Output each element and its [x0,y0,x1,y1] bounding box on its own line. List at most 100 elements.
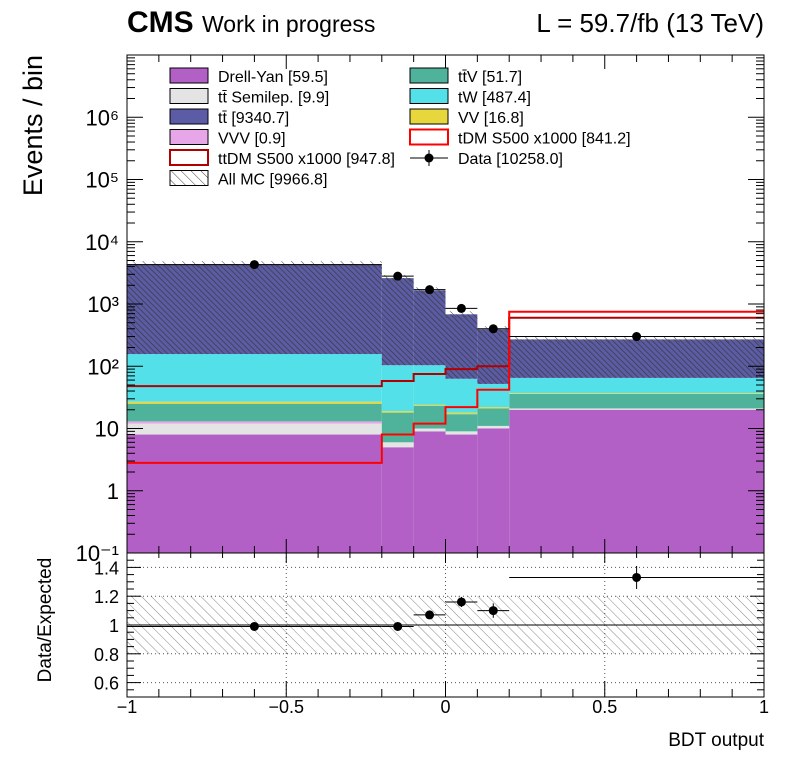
ttbar-hatch [127,264,764,384]
stack-layer-4 [127,393,764,415]
cms-label: CMS [127,6,194,39]
ttbar-hatch-bar [509,339,764,378]
luminosity-label: L = 59.7/fb (13 TeV) [536,8,764,38]
legend-entry: Drell-Yan [59.5] [169,67,328,86]
ratio-point [456,597,466,607]
stack-bar [381,447,414,553]
legend-swatch [409,128,449,146]
stack-bar [445,412,478,415]
stack-bar [413,405,446,429]
ttbar-hatch-bar [413,290,446,366]
y-tick-label: 10 [95,417,119,442]
ttbar-hatch-bar [445,314,478,379]
ttbar-hatch-bar [127,264,382,355]
stack-bar [381,412,414,443]
ratio-y-tick-label: 0.6 [94,674,119,694]
signal-line-1 [127,310,764,464]
ratio-y-tick-label: 1 [109,616,119,636]
x-tick-label: −1 [117,697,138,717]
legend-swatch [169,88,209,104]
stack-bar [413,365,446,405]
ratio-point [425,610,435,620]
ratio-ticks: 0.6 0.8 1 1.2 1.4 −1 −0.5 0 0.5 1 [94,552,769,717]
data-point [488,324,498,334]
ratio-y-tick-label: 0.8 [94,645,119,665]
stack-bar [127,423,382,435]
legend-label: All MC [9966.8] [218,172,327,189]
legend-entry: ttDM S500 x1000 [947.8] [169,149,395,168]
ratio-panel: 0.6 0.8 1 1.2 1.4 −1 −0.5 0 0.5 1 [94,552,769,717]
stack-bar [413,428,446,432]
stack-bar [127,403,382,422]
legend-entry: tt̄ [9340.7] [169,108,289,127]
legend-swatch [169,170,209,186]
legend-label: Drell-Yan [59.5] [218,69,328,86]
ratio-point [393,621,403,631]
legend-label: tt̄ [9340.7] [218,110,289,127]
legend-swatch [169,149,209,166]
legend-swatch [169,108,209,125]
legend-swatch [409,108,449,125]
y-tick-label: 10³ [87,292,119,317]
stack-bar [477,407,510,409]
mc-uncertainty-bar [445,311,478,318]
stack-bar [127,421,382,424]
stack-bar [445,431,478,435]
main-panel: 10⁻¹ 1 10 10² 10³ 10⁴ 10⁵ 10⁶ [76,54,765,566]
legend-entry: VV [16.8] [409,108,524,127]
y-axis-label: Events / bin [18,55,48,196]
y-tick-label: 10² [87,354,119,379]
work-in-progress-label: Work in progress [202,11,375,37]
legend-label: tDM S500 x1000 [841.2] [458,131,631,148]
y-ticks: 10⁻¹ 1 10 10² 10³ 10⁴ 10⁵ 10⁶ [76,54,765,566]
legend-entry: VVV [0.9] [169,129,286,148]
stack-bar [509,393,764,394]
stack-bar [381,411,414,413]
legend-swatch [169,67,209,84]
data-point [393,271,403,281]
ttbar-hatch-bar [381,278,414,366]
stack-bar [127,434,382,553]
data-point [632,332,642,342]
stack-bar [477,428,510,553]
legend-label: tt̄V [51.7] [458,69,522,86]
stack-bar [509,408,764,410]
ttbar-hatch-bar [477,329,510,384]
stack-bar [381,365,414,412]
data-point [425,285,435,295]
legend-swatch [169,129,209,145]
x-tick-label: 0 [440,697,450,717]
legend-label: tW [487.4] [458,90,531,107]
stack-bar [477,425,510,429]
y-tick-label: 1 [107,479,119,504]
stack-layer-2 [127,421,382,424]
stack-bar [127,354,382,402]
stack-bar [445,414,478,432]
x-tick-label: 1 [759,697,769,717]
ratio-point [632,572,642,582]
y-tick-label: 10⁵ [85,168,119,193]
stack-bar [477,383,510,408]
x-tick-label: 0.5 [592,697,617,717]
stack-bar [509,393,764,409]
data-point [249,260,259,270]
legend-marker [424,153,434,163]
legend-entry: tDM S500 x1000 [841.2] [409,128,631,148]
y-tick-label: 10⁴ [85,230,119,255]
ratio-point [488,606,498,616]
legend-label: VV [16.8] [458,110,524,127]
legend-entry: Data [10258.0] [410,150,563,168]
stack-layer-0 [127,409,764,553]
ratio-point [249,621,259,631]
stack-layer-5 [127,354,764,413]
stack-bar [445,434,478,553]
ratio-y-axis-label: Data/Expected [35,558,56,683]
ratio-y-tick-label: 1.4 [94,558,119,578]
legend-entry: All MC [9966.8] [169,170,327,189]
stack-layer-1 [127,408,764,448]
stack-bar [509,377,764,394]
legend-entry: tt̄V [51.7] [409,67,522,86]
data-point [456,303,466,313]
